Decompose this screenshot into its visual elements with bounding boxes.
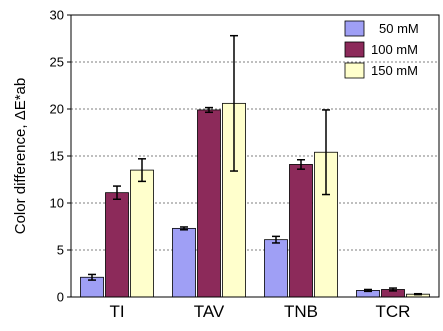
legend-swatch bbox=[344, 20, 365, 37]
bar-tnb-1 bbox=[289, 164, 313, 298]
y-tick-label: 20 bbox=[50, 102, 64, 117]
y-tick-label: 30 bbox=[50, 8, 64, 23]
x-category-label: TCR bbox=[376, 302, 411, 321]
bars bbox=[80, 102, 430, 298]
y-tick-label: 0 bbox=[57, 290, 64, 305]
legend-label: 150 mM bbox=[371, 63, 418, 78]
x-category-label: TI bbox=[109, 302, 124, 321]
y-axis-ticks: 0 5 10 15 20 25 30 bbox=[50, 8, 71, 305]
y-tick-label: 10 bbox=[50, 196, 64, 211]
y-axis-label: Color difference, ΔE*ab bbox=[12, 78, 29, 235]
legend-label: 50 mM bbox=[379, 21, 419, 36]
bar-tav-1 bbox=[197, 109, 221, 298]
y-tick-label: 25 bbox=[50, 55, 64, 70]
bar-tnb-0 bbox=[264, 239, 288, 298]
y-tick-label: 5 bbox=[57, 243, 64, 258]
error-bars bbox=[88, 34, 422, 296]
bar-ti-1 bbox=[105, 192, 129, 298]
x-category-label: TNB bbox=[284, 302, 318, 321]
legend: 50 mM 100 mM 150 mM bbox=[344, 20, 419, 79]
legend-swatch bbox=[344, 41, 365, 58]
x-category-label: TAV bbox=[194, 302, 225, 321]
bar-ti-2 bbox=[130, 169, 154, 298]
x-axis-labels: TI TAV TNB TCR bbox=[109, 302, 410, 321]
y-tick-label: 15 bbox=[50, 149, 64, 164]
legend-label: 100 mM bbox=[371, 42, 418, 57]
y-axis-label-text: Color difference, ΔE*ab bbox=[12, 78, 29, 235]
bar-tav-0 bbox=[172, 227, 196, 298]
legend-swatch bbox=[344, 62, 365, 79]
